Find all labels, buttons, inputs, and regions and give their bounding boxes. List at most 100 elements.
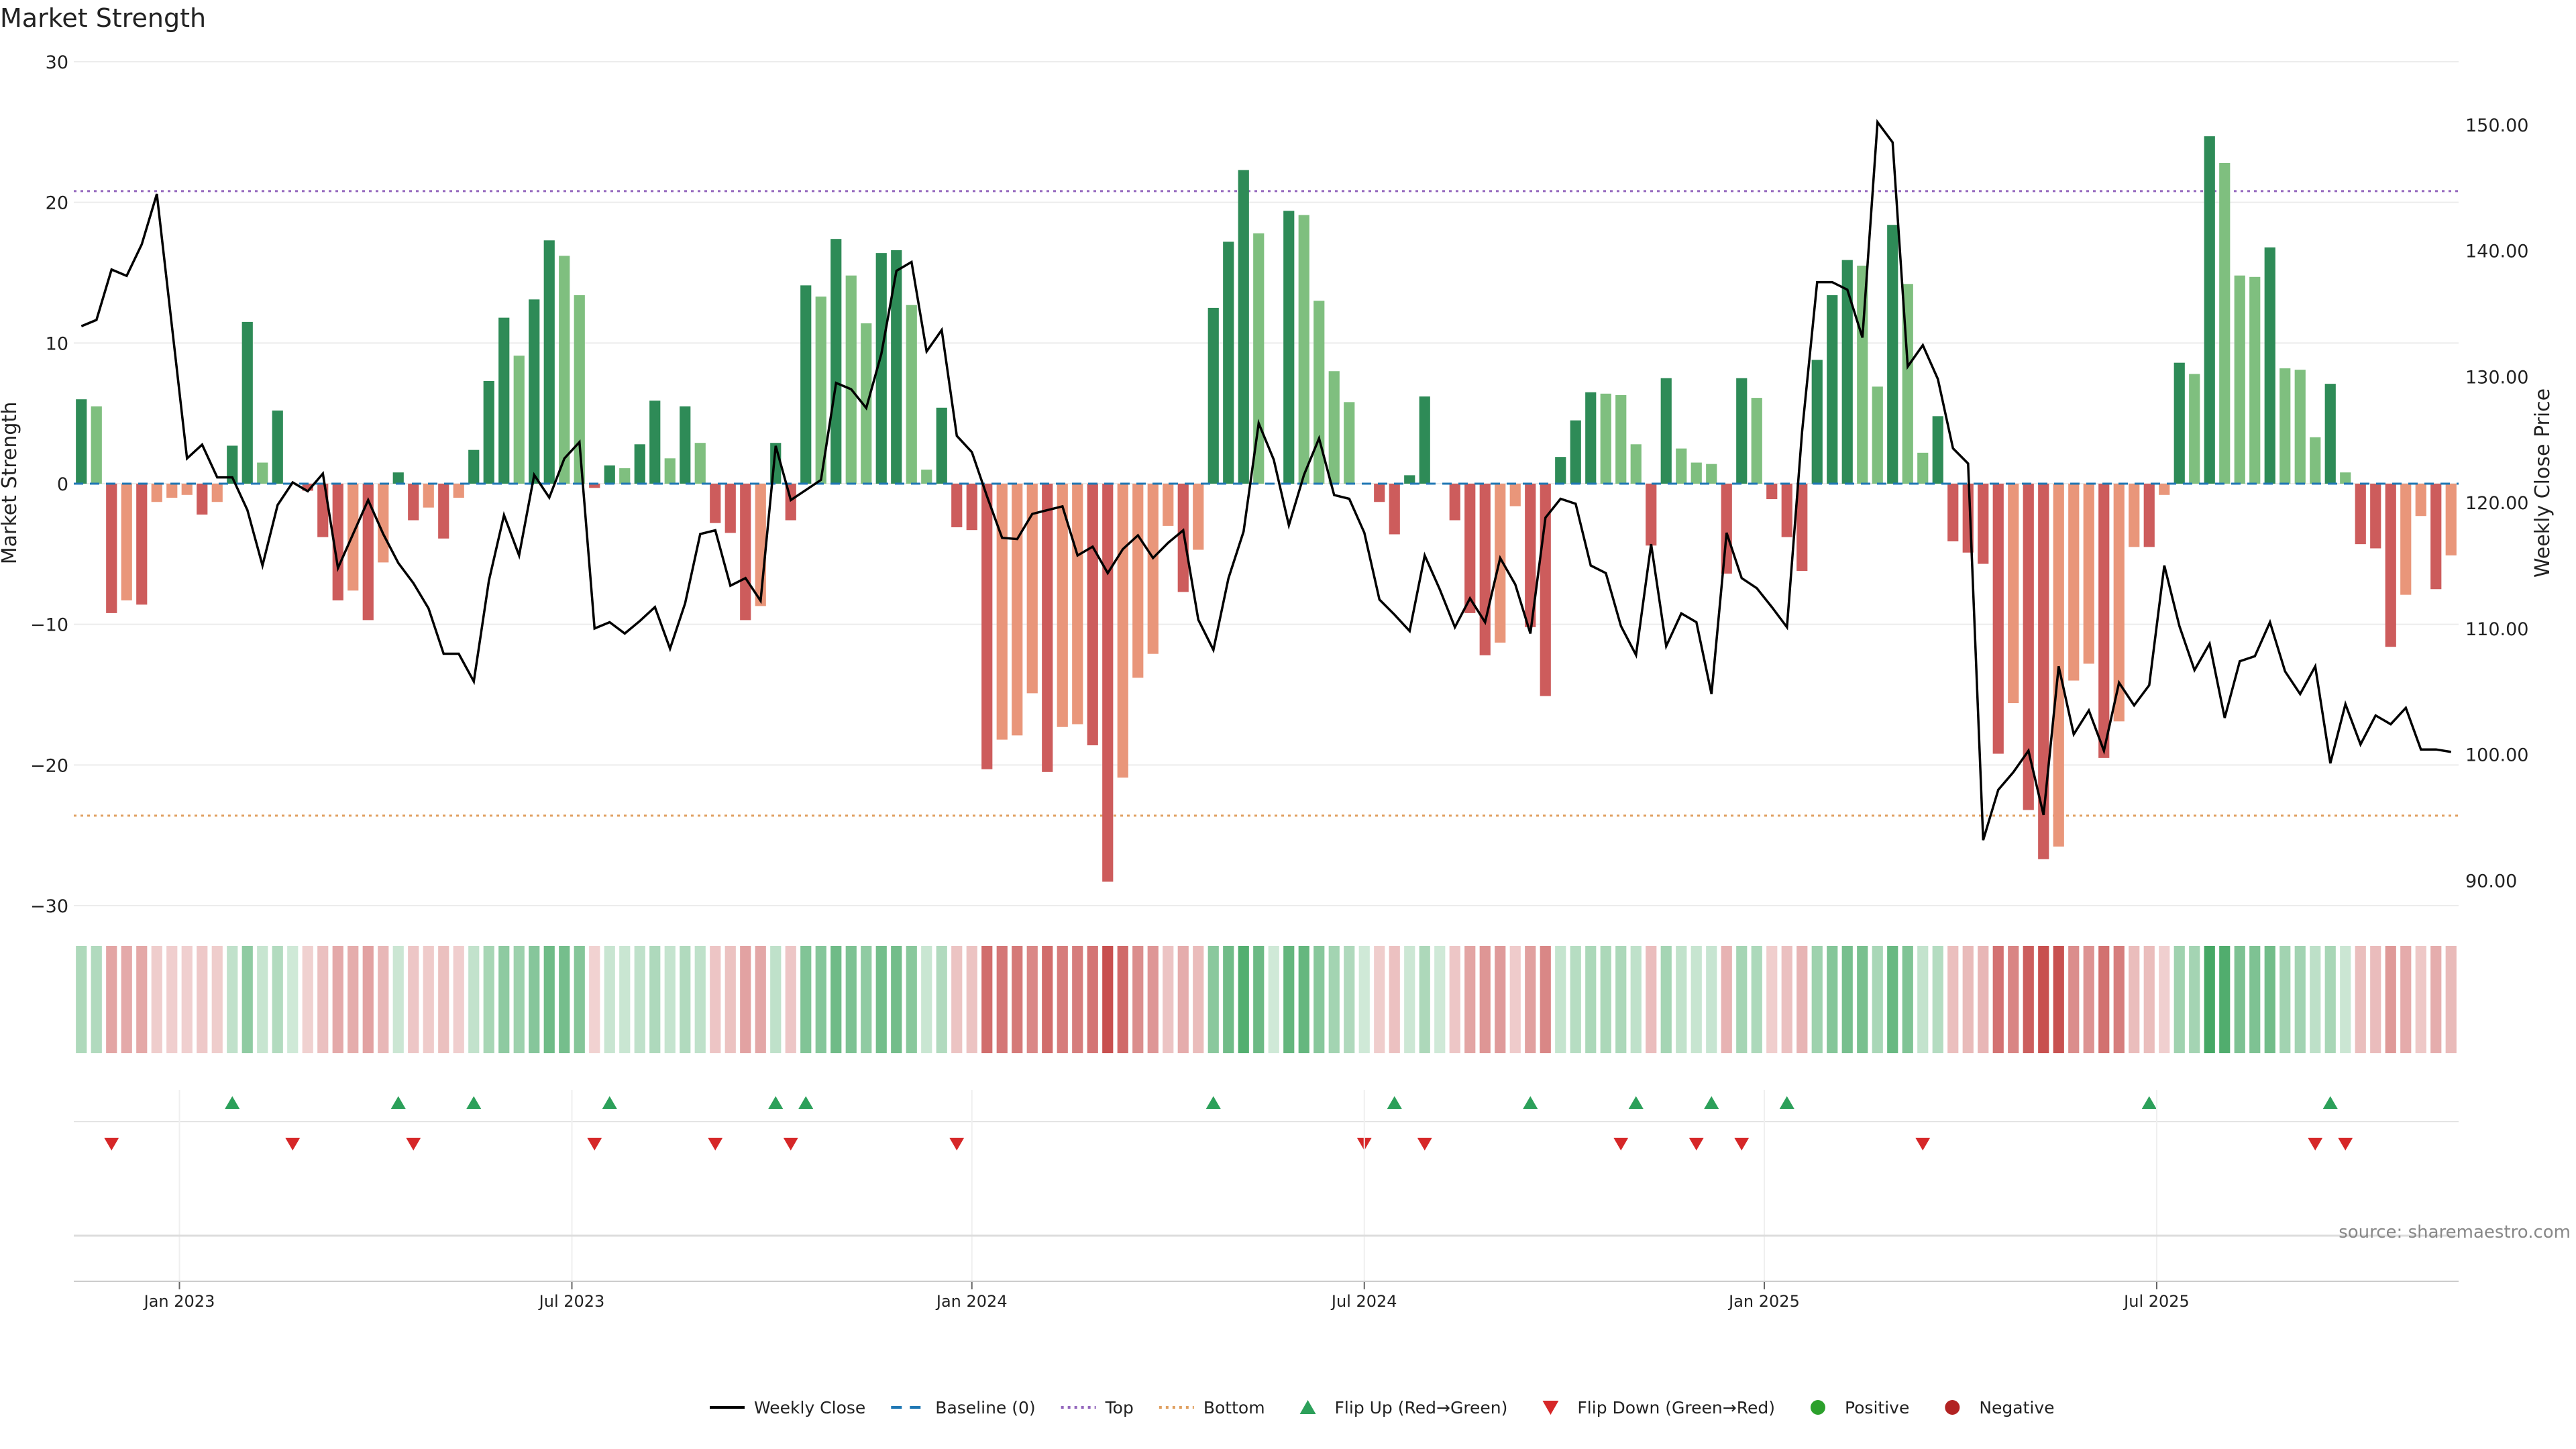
strength-bar <box>951 484 963 527</box>
heat-cell <box>1796 946 1808 1053</box>
strength-bar <box>2400 484 2412 595</box>
strength-bar <box>498 317 510 484</box>
strength-bar <box>2415 484 2426 517</box>
y2-tick-label: 110.00 <box>2465 619 2528 640</box>
flip-down-marker <box>783 1138 798 1150</box>
heat-cell <box>1042 946 1053 1053</box>
heat-cell <box>1464 946 1476 1053</box>
heat-cell <box>2204 946 2215 1053</box>
heat-cell <box>2174 946 2185 1053</box>
strength-bar <box>936 407 947 484</box>
heat-cell <box>2234 946 2245 1053</box>
strength-bar <box>1630 444 1642 484</box>
legend-label: Baseline (0) <box>935 1398 1035 1417</box>
strength-bar <box>1525 484 1536 627</box>
heat-cell <box>347 946 359 1053</box>
heat-cell <box>1087 946 1098 1053</box>
flip-up-marker <box>390 1096 406 1109</box>
heat-cell <box>1525 946 1536 1053</box>
heat-cell <box>1253 946 1265 1053</box>
flip-down-marker <box>1417 1138 1432 1150</box>
strength-bar <box>347 484 359 591</box>
heat-cell <box>694 946 706 1053</box>
heat-cell <box>302 946 313 1053</box>
strength-bar <box>1857 266 1868 484</box>
strength-bar <box>166 484 178 498</box>
strength-bar <box>1766 484 1778 500</box>
heat-cell <box>861 946 872 1053</box>
heat-cell <box>921 946 932 1053</box>
legend-label: Bottom <box>1203 1398 1265 1417</box>
heat-cell <box>2324 946 2336 1053</box>
heat-cell <box>1449 946 1460 1053</box>
legend-item: Baseline (0) <box>891 1398 1036 1417</box>
strength-bar <box>861 323 872 484</box>
heat-cell <box>906 946 917 1053</box>
strength-bar <box>1253 233 1265 484</box>
strength-bar <box>1283 211 1295 484</box>
heat-cell <box>755 946 766 1053</box>
strength-bar <box>272 410 283 484</box>
legend-item: Weekly Close <box>710 1398 865 1417</box>
heat-cell <box>1646 946 1657 1053</box>
strength-bar <box>2174 362 2185 484</box>
heat-cell <box>981 946 993 1053</box>
heat-cell <box>1585 946 1597 1053</box>
heat-cell <box>227 946 238 1053</box>
flip-up-marker <box>798 1096 814 1109</box>
strength-bar <box>1012 484 1023 736</box>
heat-cell <box>815 946 826 1053</box>
strength-bar <box>2083 484 2094 664</box>
heat-cell <box>453 946 464 1053</box>
heat-cell <box>891 946 902 1053</box>
heat-cell <box>1857 946 1868 1053</box>
heat-cell <box>1540 946 1551 1053</box>
heat-cell <box>392 946 404 1053</box>
heat-cell <box>529 946 540 1053</box>
strength-bar <box>2430 484 2442 590</box>
strength-bar <box>1676 448 1687 484</box>
heat-cell <box>2038 946 2049 1053</box>
heat-cell <box>1615 946 1627 1053</box>
heat-cell <box>936 946 947 1053</box>
heat-cell <box>1404 946 1415 1053</box>
strength-bar <box>619 468 631 484</box>
heat-cell <box>1102 946 1114 1053</box>
strength-bar <box>1163 484 1174 526</box>
strength-bar <box>1389 484 1400 535</box>
heat-cell <box>2098 946 2110 1053</box>
strength-bar <box>136 484 148 605</box>
strength-bar <box>76 399 87 484</box>
heat-cell <box>785 946 796 1053</box>
heat-cell <box>2189 946 2200 1053</box>
y-tick-label: 20 <box>46 193 68 214</box>
heat-cell <box>2053 946 2064 1053</box>
strength-bar <box>2113 484 2125 722</box>
heat-cell <box>724 946 736 1053</box>
strength-bar <box>891 250 902 484</box>
strength-bar <box>1147 484 1159 654</box>
legend-label: Weekly Close <box>754 1398 865 1417</box>
y-tick-label: −10 <box>30 615 68 636</box>
heat-cell <box>2219 946 2231 1053</box>
heat-cell <box>121 946 132 1053</box>
heat-cell <box>1736 946 1748 1053</box>
strength-bar <box>468 449 480 484</box>
strength-bar <box>2068 484 2080 681</box>
strength-bar <box>875 253 887 484</box>
heat-cell <box>287 946 299 1053</box>
strength-bar <box>2370 484 2381 549</box>
strength-bar <box>1193 484 1204 550</box>
heat-cell <box>966 946 977 1053</box>
strength-bar <box>2129 484 2140 547</box>
strength-bar <box>1887 225 1898 484</box>
strength-bar <box>1615 394 1627 484</box>
heat-cell <box>589 946 600 1053</box>
strength-bar <box>1917 452 1929 484</box>
heat-cell <box>211 946 223 1053</box>
heat-cell <box>1193 946 1204 1053</box>
heat-cell <box>1917 946 1929 1053</box>
heat-cell <box>1811 946 1823 1053</box>
heat-cell <box>1147 946 1159 1053</box>
